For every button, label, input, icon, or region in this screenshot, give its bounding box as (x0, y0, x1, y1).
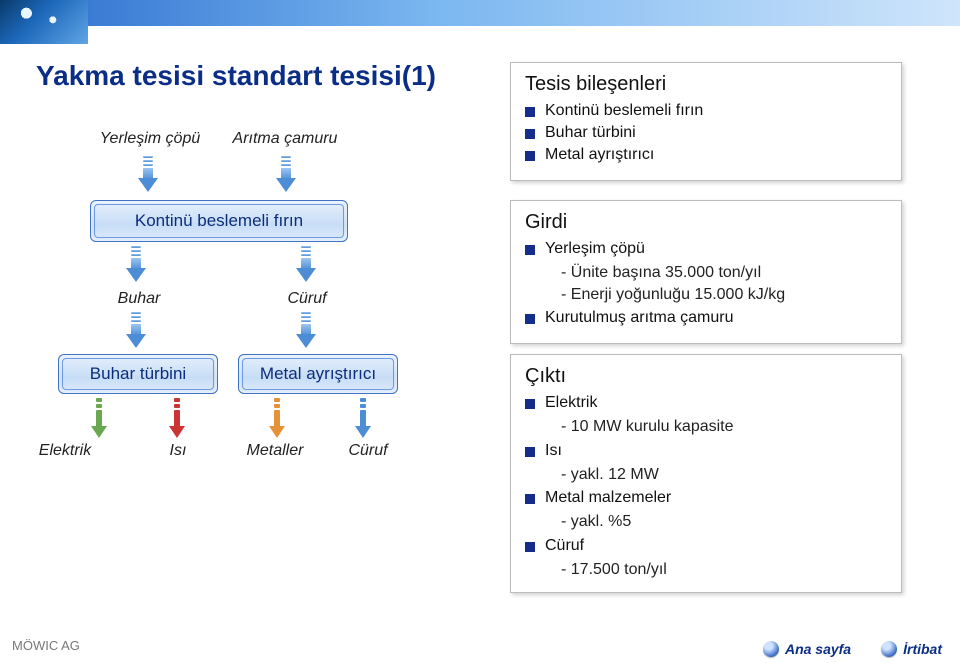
arrow-stage2-left (128, 312, 144, 350)
box-furnace-label: Kontinü beslemeli fırın (135, 211, 303, 231)
out-label-metaller: Metaller (230, 442, 320, 460)
panel-input-heading: Girdi (525, 211, 887, 234)
footer-brand: MÖWIC AG (12, 638, 80, 653)
arrow-out-curuf (356, 398, 370, 442)
arrow-furnace-left (128, 246, 144, 284)
arrow-furnace-right (298, 246, 314, 284)
input-item-1-sub1: - Ünite başına 35.000 ton/yıl (561, 262, 887, 284)
box-separator: Metal ayrıştırıcı (238, 354, 398, 394)
furnace-out-left: Buhar (106, 290, 172, 308)
panel-components: Tesis bileşenleri Kontinü beslemeli fırı… (510, 62, 902, 181)
box-separator-label: Metal ayrıştırıcı (260, 364, 376, 384)
output-elektrik: Elektrik (525, 394, 887, 412)
output-isi-sub: - yakl. 12 MW (561, 464, 887, 486)
input-item-1: Yerleşim çöpü (525, 240, 887, 258)
output-elektrik-sub: - 10 MW kurulu kapasite (561, 416, 887, 438)
arrow-out-metaller (270, 398, 284, 442)
header-strip (88, 0, 960, 26)
out-label-isi: Isı (158, 442, 198, 460)
box-furnace: Kontinü beslemeli fırın (90, 200, 348, 242)
components-item-1: Kontinü beslemeli fırın (525, 102, 887, 120)
arrow-out-isi (170, 398, 184, 442)
input-item-1-sub2: - Enerji yoğunluğu 15.000 kJ/kg (561, 284, 887, 306)
page-title: Yakma tesisi standart tesisi(1) (36, 60, 436, 92)
nav-contact[interactable]: İrtibat (881, 641, 942, 657)
output-curuf: Cüruf (525, 537, 887, 555)
nav-dot-icon (763, 641, 779, 657)
components-item-2: Buhar türbini (525, 124, 887, 142)
panel-output-heading: Çıktı (525, 365, 887, 388)
output-metal-sub: - yakl. %5 (561, 511, 887, 533)
panel-components-heading: Tesis bileşenleri (525, 73, 887, 96)
components-item-3: Metal ayrıştırıcı (525, 146, 887, 164)
input-label-aritma: Arıtma çamuru (220, 130, 350, 148)
output-metal: Metal malzemeler (525, 489, 887, 507)
output-isi: Isı (525, 442, 887, 460)
nav-contact-label: İrtibat (903, 641, 942, 657)
panel-input: Girdi Yerleşim çöpü - Ünite başına 35.00… (510, 200, 902, 344)
arrow-input-1 (140, 156, 156, 194)
nav-home[interactable]: Ana sayfa (763, 641, 851, 657)
panel-output: Çıktı Elektrik - 10 MW kurulu kapasite I… (510, 354, 902, 593)
arrow-stage2-right (298, 312, 314, 350)
nav-home-label: Ana sayfa (785, 641, 851, 657)
output-curuf-sub: - 17.500 ton/yıl (561, 559, 887, 581)
footer-nav: Ana sayfa İrtibat (763, 641, 942, 657)
out-label-elektrik: Elektrik (30, 442, 100, 460)
input-label-yerlesim: Yerleşim çöpü (90, 130, 210, 148)
header-photo (0, 0, 88, 44)
arrow-out-elektrik (92, 398, 106, 442)
box-turbine: Buhar türbini (58, 354, 218, 394)
arrow-input-2 (278, 156, 294, 194)
furnace-out-right: Cüruf (274, 290, 340, 308)
input-item-2: Kurutulmuş arıtma çamuru (525, 309, 887, 327)
out-label-curuf: Cüruf (338, 442, 398, 460)
nav-dot-icon (881, 641, 897, 657)
box-turbine-label: Buhar türbini (90, 364, 186, 384)
